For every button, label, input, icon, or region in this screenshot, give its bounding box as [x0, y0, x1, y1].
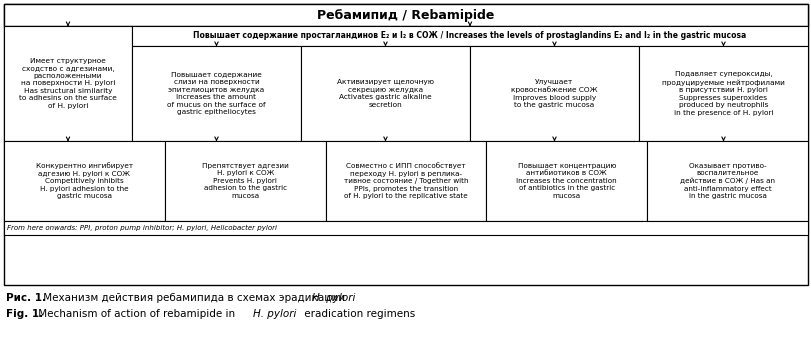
Bar — [4, 141, 165, 221]
Bar — [132, 46, 301, 141]
Text: eradication regimens: eradication regimens — [301, 309, 414, 319]
Text: Активизирует щелочную
секрецию желудка
Activates gastric alkaline
secretion: Активизирует щелочную секрецию желудка A… — [337, 79, 433, 108]
Text: From here onwards: PPI, proton pump inhibitor; H. pylori, Helicobacter pylori: From here onwards: PPI, proton pump inhi… — [7, 225, 277, 231]
Text: Совместно с ИПП способствует
переходу H. pylori в реплика-
тивное состояние / To: Совместно с ИПП способствует переходу H.… — [343, 163, 468, 199]
Bar — [638, 46, 807, 141]
Text: Рис. 1.: Рис. 1. — [6, 293, 46, 303]
Bar — [4, 4, 807, 26]
Text: Повышает содержание простагландинов E₂ и I₂ в СОЖ / Increases the levels of pros: Повышает содержание простагландинов E₂ и… — [193, 32, 745, 40]
Text: Конкурентно ингибирует
адгезию H. pylori к СОЖ
Competitively inhibits
H. pylori : Конкурентно ингибирует адгезию H. pylori… — [36, 163, 133, 199]
Bar — [4, 4, 807, 285]
Bar — [4, 221, 807, 235]
Text: Mechanism of action of rebamipide in: Mechanism of action of rebamipide in — [35, 309, 238, 319]
Text: Препятствует адгезии
H. pylori к СОЖ
Prevents H. pylori
adhesion to the gastric
: Препятствует адгезии H. pylori к СОЖ Pre… — [201, 163, 288, 199]
Bar — [165, 141, 325, 221]
Bar — [325, 141, 486, 221]
Bar — [646, 141, 807, 221]
Text: Подавляет супероксиды,
продуцируемые нейтрофилами
в присутствии H. pylori
Suppre: Подавляет супероксиды, продуцируемые ней… — [661, 72, 784, 116]
Text: Оказывает противо-
воспалительное
действие в СОЖ / Has an
anti-inflammatory effe: Оказывает противо- воспалительное действ… — [680, 163, 775, 199]
Bar — [4, 26, 132, 141]
Text: Механизм действия ребамипида в схемах эрадикации: Механизм действия ребамипида в схемах эр… — [40, 293, 348, 303]
Bar — [470, 46, 638, 141]
Text: H. pylori: H. pylori — [311, 293, 355, 303]
Text: Повышает концентрацию
антибиотиков в СОЖ
Increases the concentration
of antibiot: Повышает концентрацию антибиотиков в СОЖ… — [516, 163, 616, 199]
Text: Fig. 1.: Fig. 1. — [6, 309, 43, 319]
Text: Повышает содержание
слизи на поверхности
эпителиоцитов желудка
Increases the amo: Повышает содержание слизи на поверхности… — [167, 72, 265, 115]
Text: Улучшает
кровоснабжение СОЖ
Improves blood supply
to the gastric mucosa: Улучшает кровоснабжение СОЖ Improves blo… — [511, 79, 597, 108]
Text: H. pylori: H. pylori — [253, 309, 296, 319]
Bar — [486, 141, 646, 221]
Text: Ребамипид / Rebamipide: Ребамипид / Rebamipide — [317, 8, 494, 21]
Bar — [301, 46, 470, 141]
Text: Имеет структурное
сходство с адгезинами,
расположенными
на поверхности H. pylori: Имеет структурное сходство с адгезинами,… — [19, 58, 117, 109]
Bar — [132, 26, 807, 46]
